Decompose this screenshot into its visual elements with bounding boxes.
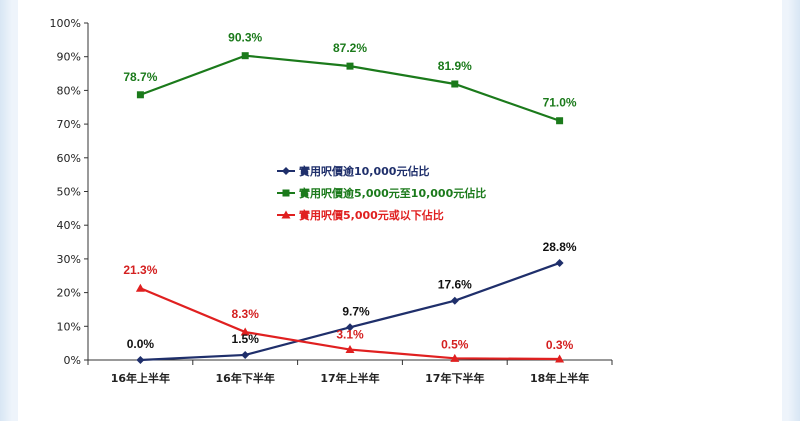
data-label: 87.2% [333, 41, 367, 55]
y-tick-label: 90% [57, 51, 81, 64]
data-label: 8.3% [232, 307, 260, 321]
data-point-triangle [135, 283, 145, 292]
data-label: 0.3% [546, 338, 574, 352]
data-point-square [556, 117, 564, 125]
y-tick-label: 30% [57, 253, 81, 266]
data-label: 78.7% [123, 70, 157, 84]
data-point-diamond [346, 323, 354, 332]
data-labels-layer: 0.0% 1.5% 9.7% 17.6% 28.8% 78.7% 90.3% 87.2% 81.… [123, 31, 577, 352]
data-label: 71.0% [543, 96, 577, 110]
y-tick-label: 80% [57, 84, 81, 97]
legend-item: 實用呎價5,000元或以下佔比 [277, 208, 444, 222]
series-layer [135, 52, 565, 364]
legend-label: 實用呎價逾10,000元佔比 [299, 164, 429, 178]
data-label: 0.0% [127, 337, 155, 351]
y-tick-label: 100% [50, 17, 81, 30]
x-tick-label: 16年上半年 [111, 371, 170, 385]
data-label: 3.1% [336, 328, 364, 342]
data-point-diamond [282, 167, 290, 175]
data-label: 81.9% [438, 59, 472, 73]
data-point-triangle [281, 210, 291, 219]
data-point-diamond [555, 258, 564, 267]
data-point-square [451, 80, 459, 88]
chart-panel [18, 0, 782, 421]
data-label: 90.3% [228, 31, 262, 45]
legend-item: 實用呎價逾10,000元佔比 [277, 164, 429, 178]
data-label: 28.8% [543, 240, 577, 254]
data-point-square [241, 52, 249, 60]
x-tick-label: 18年上半年 [530, 371, 589, 385]
x-tick-label: 16年下半年 [216, 371, 275, 385]
series-2 [135, 283, 565, 363]
y-tick-label: 10% [57, 320, 81, 333]
data-label: 17.6% [438, 278, 472, 292]
data-point-triangle [450, 353, 460, 362]
data-point-triangle [240, 327, 250, 336]
data-point-square [282, 189, 290, 197]
data-label: 0.5% [441, 337, 469, 351]
series-0 [136, 258, 564, 364]
y-tick-label: 60% [57, 152, 81, 165]
y-tick-label: 0% [64, 354, 81, 367]
data-point-diamond [450, 296, 459, 305]
data-point-square [346, 62, 354, 70]
x-tick-label: 17年上半年 [320, 371, 379, 385]
y-tick-label: 50% [57, 186, 81, 199]
y-tick-label: 40% [57, 219, 81, 232]
x-tick-label: 17年下半年 [425, 371, 484, 385]
y-tick-label: 20% [57, 287, 81, 300]
data-label: 1.5% [232, 332, 260, 346]
legend-item: 實用呎價逾5,000元至10,000元佔比 [277, 186, 486, 200]
data-label: 21.3% [123, 263, 157, 277]
series-1 [136, 52, 564, 125]
data-label: 9.7% [342, 304, 370, 318]
data-point-diamond [241, 350, 250, 359]
chart-legend: 實用呎價逾10,000元佔比實用呎價逾5,000元至10,000元佔比實用呎價5… [277, 164, 486, 222]
legend-label: 實用呎價5,000元或以下佔比 [299, 208, 444, 222]
data-point-triangle [555, 354, 565, 363]
y-tick-label: 70% [57, 118, 81, 131]
data-point-triangle [345, 345, 355, 354]
data-point-square [136, 91, 144, 99]
chart-axes: 0% 10% 20% 30% 40% 50% 60% 70% 80% 90% 100% 16年上半年 1… [50, 17, 613, 385]
legend-label: 實用呎價逾5,000元至10,000元佔比 [299, 186, 486, 200]
data-point-diamond [136, 356, 145, 364]
